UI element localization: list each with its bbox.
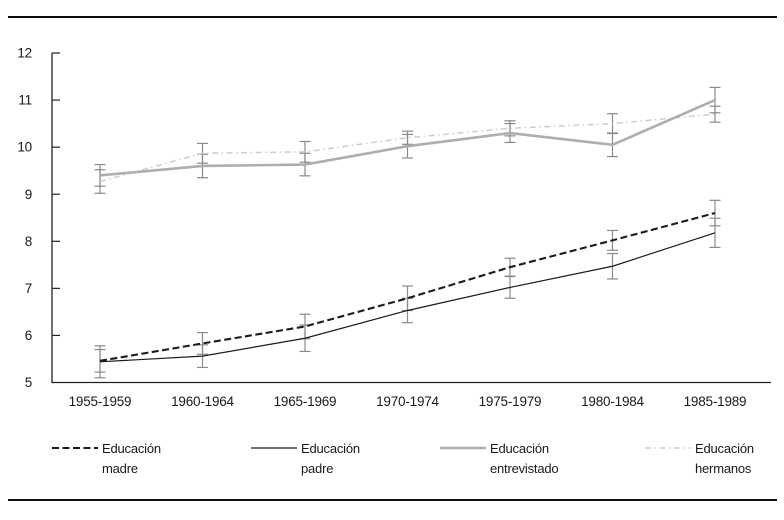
axes [51, 53, 771, 384]
legend-label-line2: madre [102, 460, 138, 476]
series-line-madre [99, 212, 716, 362]
legend-item-padre: Educación padre [251, 439, 360, 478]
x-category-label: 1955-1959 [69, 394, 132, 409]
legend-label-madre: Educación madre [102, 439, 161, 478]
legend-label-entrevistado: Educación entrevistado [490, 439, 559, 478]
y-tick-label: 12 [17, 46, 32, 61]
legend-line-entrevistado-icon [440, 446, 486, 450]
x-category-label: 1970-1974 [376, 394, 439, 409]
legend-label-line1: Educación [301, 441, 360, 456]
x-category-label: 1960-1964 [171, 394, 234, 409]
error-bar-madre [709, 199, 721, 227]
y-tick-label: 6 [25, 328, 32, 343]
series-line-hermanos [99, 113, 716, 183]
bottom-rule [8, 499, 777, 501]
legend-label-line2: hermanos [695, 460, 752, 476]
legend-item-entrevistado: Educación entrevistado [440, 439, 559, 478]
x-category-label: 1985-1989 [684, 394, 747, 409]
legend-label-line2: padre [301, 460, 334, 476]
legend-line-hermanos-icon [645, 447, 691, 449]
x-category-label: 1965-1969 [274, 394, 337, 409]
error-bar-madre [197, 332, 208, 355]
legend-label-hermanos: Educación hermanos [695, 439, 754, 478]
legend-label-line1: Educación [695, 441, 754, 456]
series-line-padre [99, 232, 716, 363]
y-tick-label: 8 [25, 234, 32, 249]
x-category-label: 1980-1984 [581, 394, 644, 409]
y-tick-label: 10 [17, 140, 32, 155]
legend-item-madre: Educación madre [52, 439, 161, 478]
legend-label-line2: entrevistado [490, 460, 559, 476]
y-tick-label: 11 [18, 93, 32, 108]
legend-line-madre-icon [52, 446, 98, 450]
top-rule [8, 16, 777, 18]
legend-item-hermanos: Educación hermanos [645, 439, 754, 478]
series-line-entrevistado [99, 98, 716, 177]
legend-label-line1: Educación [490, 441, 549, 456]
x-category-label: 1975-1979 [479, 394, 542, 409]
y-tick-label: 5 [25, 375, 32, 390]
y-tick-label: 9 [25, 187, 32, 202]
legend-label-line1: Educación [102, 441, 161, 456]
legend: Educación madre Educación padre Educació… [0, 439, 784, 485]
legend-label-padre: Educación padre [301, 439, 360, 478]
y-tick-label: 7 [25, 281, 32, 296]
legend-line-padre-icon [251, 447, 297, 449]
